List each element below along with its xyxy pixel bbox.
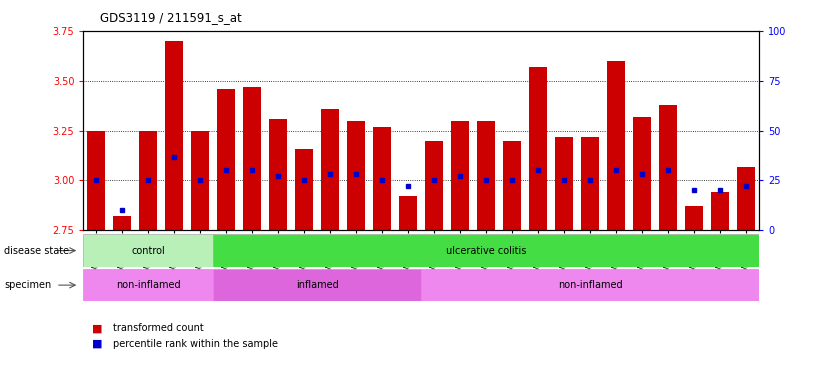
Text: GDS3119 / 211591_s_at: GDS3119 / 211591_s_at [100, 12, 242, 25]
Bar [685, 207, 703, 230]
Text: control: control [132, 245, 165, 256]
Bar [113, 217, 132, 230]
Bar [399, 197, 417, 230]
Bar [737, 167, 755, 230]
Text: specimen: specimen [4, 280, 52, 290]
Text: non-inflamed: non-inflamed [116, 280, 181, 290]
Text: ■: ■ [92, 323, 103, 333]
Bar [269, 119, 288, 230]
Bar [88, 131, 105, 230]
Bar [711, 192, 729, 230]
Bar [217, 89, 235, 230]
Text: non-inflamed: non-inflamed [558, 280, 622, 290]
Bar [191, 131, 209, 230]
Bar [477, 121, 495, 230]
Bar [503, 141, 521, 230]
Bar [347, 121, 365, 230]
Text: ■: ■ [92, 339, 103, 349]
Text: transformed count: transformed count [113, 323, 203, 333]
Bar [633, 117, 651, 230]
Bar [214, 234, 759, 267]
Bar [529, 67, 547, 230]
Bar [165, 41, 183, 230]
Text: disease state: disease state [4, 245, 69, 256]
Bar [214, 269, 421, 301]
Bar [373, 127, 391, 230]
Text: ulcerative colitis: ulcerative colitis [446, 245, 526, 256]
Bar [581, 137, 599, 230]
Text: percentile rank within the sample: percentile rank within the sample [113, 339, 278, 349]
Bar [421, 269, 759, 301]
Bar [607, 61, 626, 230]
Bar [321, 109, 339, 230]
Bar [139, 131, 158, 230]
Bar [555, 137, 573, 230]
Bar [659, 104, 677, 230]
Bar [244, 87, 261, 230]
Text: inflamed: inflamed [296, 280, 339, 290]
Bar [425, 141, 443, 230]
Bar [295, 149, 314, 230]
Bar [83, 234, 214, 267]
Bar [83, 269, 214, 301]
Bar [451, 121, 470, 230]
